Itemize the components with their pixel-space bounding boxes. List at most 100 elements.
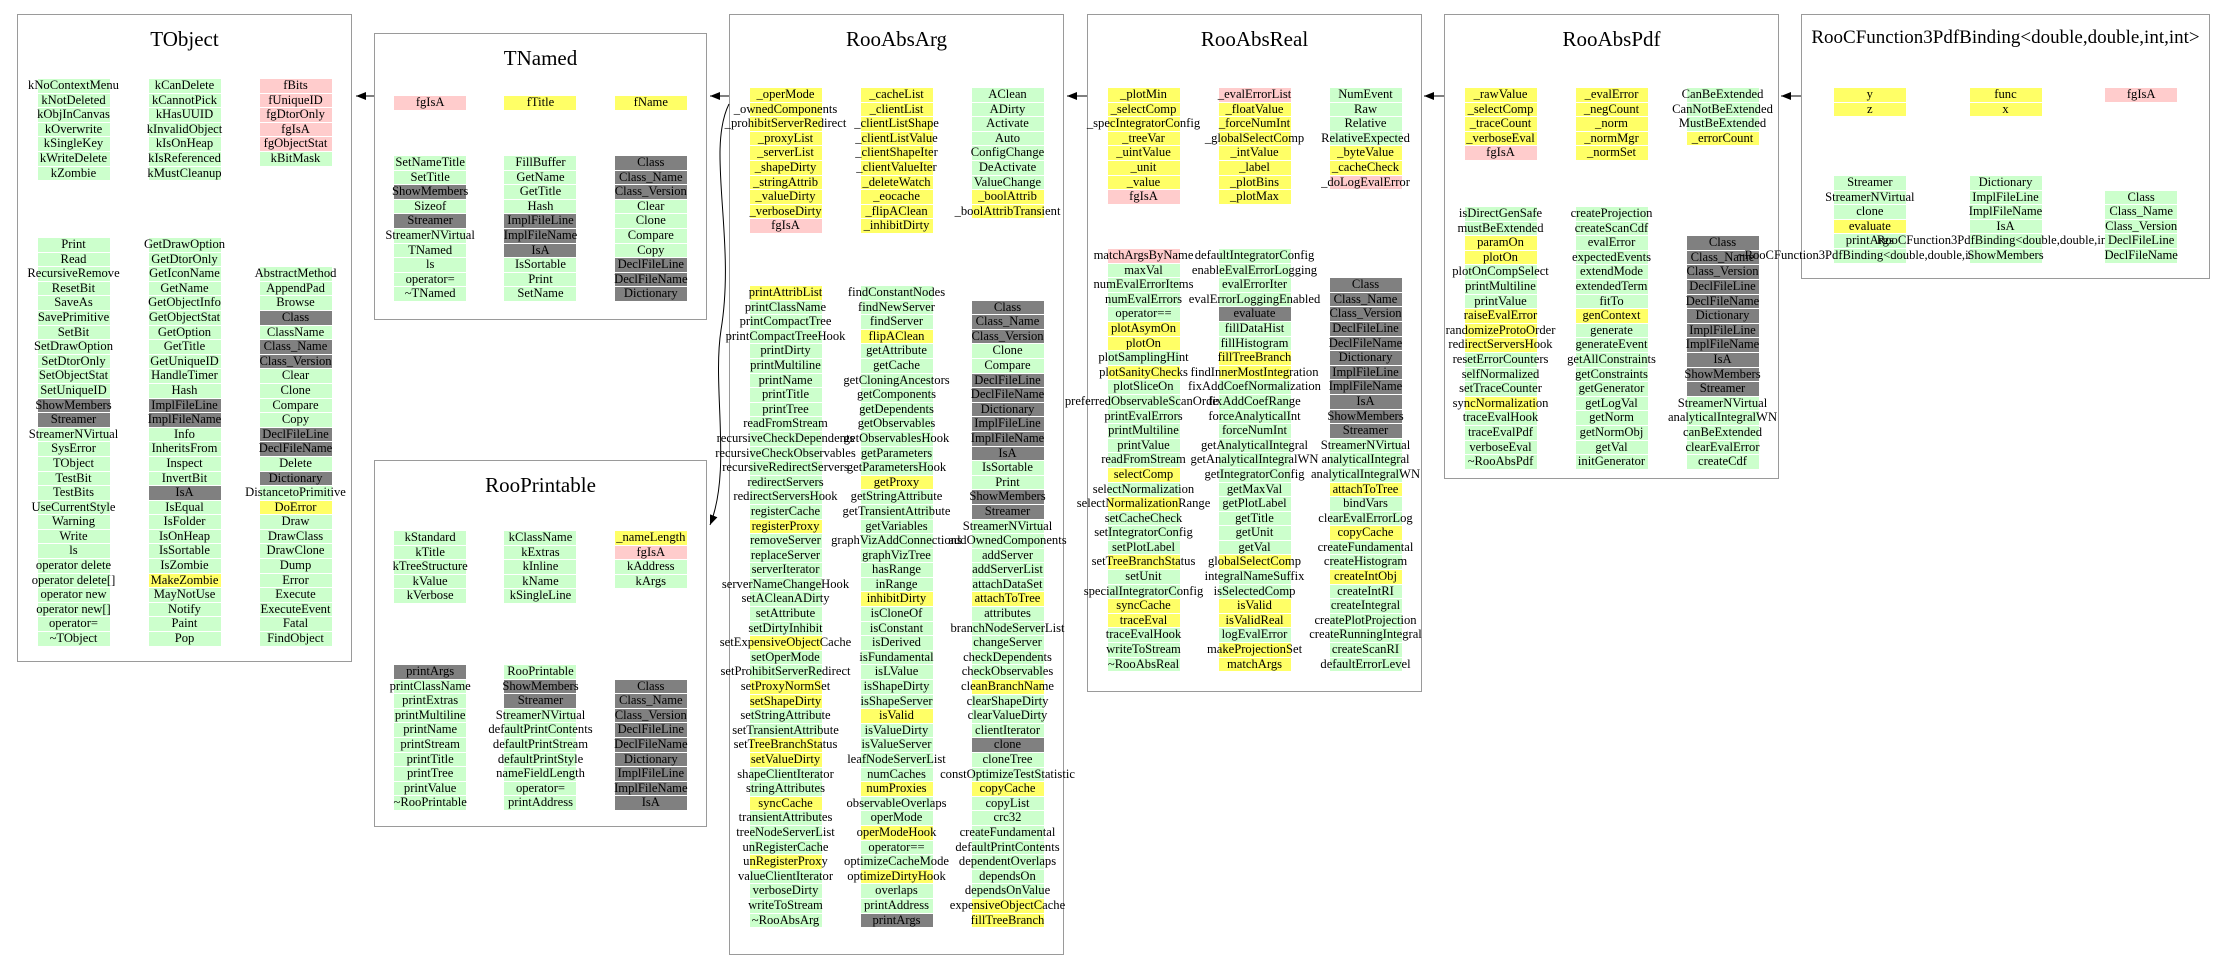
member-cell-RooAbsArg[interactable]: ValueChange bbox=[971, 175, 1044, 190]
member-cell-TObject[interactable]: fBits bbox=[259, 78, 332, 93]
member-cell-RooAbsReal[interactable]: createFundamental bbox=[1317, 539, 1414, 555]
member-cell-RooAbsArg[interactable]: isFundamental bbox=[859, 649, 934, 665]
member-cell-RooAbsReal[interactable]: getAnalyticalIntegralWN bbox=[1190, 452, 1319, 467]
class-title-TObject[interactable]: TObject bbox=[150, 27, 219, 51]
member-cell-RooPrintable[interactable]: DeclFileLine bbox=[614, 723, 687, 737]
member-cell-RooAbsArg[interactable]: dependsOnValue bbox=[964, 883, 1051, 898]
member-cell-RooAbsPdf[interactable]: getNorm bbox=[1575, 411, 1648, 425]
member-cell-RooPrintable[interactable]: IsA bbox=[614, 796, 687, 810]
member-cell-RooAbsReal[interactable]: forceAnalyticalInt bbox=[1208, 408, 1301, 424]
member-cell-TObject[interactable]: Error bbox=[259, 573, 332, 588]
member-cell-RooAbsReal[interactable]: _uintValue bbox=[1107, 146, 1180, 160]
member-cell-RooAbsArg[interactable]: IsSortable bbox=[971, 461, 1044, 475]
member-cell-RooAbsPdf[interactable]: _norm bbox=[1575, 117, 1648, 131]
member-cell-RooAbsArg[interactable]: ImplFileLine bbox=[971, 417, 1044, 431]
member-cell-RooAbsReal[interactable]: analyticalIntegral bbox=[1321, 452, 1410, 467]
member-cell-RooAbsReal[interactable]: createScanRI bbox=[1329, 642, 1402, 657]
member-cell-RooCFunction3PdfBinding[interactable]: StreamerNVirtual bbox=[1825, 189, 1915, 205]
member-cell-TObject[interactable]: InvertBit bbox=[148, 471, 221, 486]
member-cell-RooAbsReal[interactable]: isSelectedComp bbox=[1213, 583, 1296, 599]
member-cell-TNamed[interactable]: operator= bbox=[394, 272, 467, 287]
member-cell-TObject[interactable]: kHasUUID bbox=[148, 108, 221, 122]
member-cell-TObject[interactable]: fUniqueID bbox=[259, 93, 332, 108]
member-cell-RooAbsArg[interactable]: shapeClientIterator bbox=[737, 766, 834, 782]
member-cell-RooCFunction3PdfBinding[interactable]: clone bbox=[1833, 205, 1906, 219]
member-cell-RooAbsReal[interactable]: setCacheCheck bbox=[1104, 510, 1183, 526]
member-cell-RooAbsArg[interactable]: Streamer bbox=[971, 504, 1044, 519]
member-cell-RooAbsReal[interactable]: traceEvalHook bbox=[1105, 627, 1182, 643]
member-cell-RooAbsArg[interactable]: cloneTree bbox=[971, 752, 1044, 767]
member-cell-RooAbsReal[interactable]: createRunningIntegral bbox=[1309, 627, 1422, 643]
member-cell-RooAbsReal[interactable]: fillDataHist bbox=[1218, 321, 1291, 336]
member-cell-RooPrintable[interactable]: printMultiline bbox=[394, 707, 467, 723]
member-cell-RooPrintable[interactable]: kAddress bbox=[614, 560, 687, 574]
member-cell-TObject[interactable]: kWriteDelete bbox=[37, 151, 110, 166]
member-cell-TNamed[interactable]: Class_Name bbox=[614, 170, 687, 185]
member-cell-RooAbsPdf[interactable]: _verboseEval bbox=[1464, 130, 1537, 146]
member-cell-TObject[interactable]: Notify bbox=[148, 602, 221, 617]
member-cell-RooAbsReal[interactable]: enableEvalErrorLogging bbox=[1191, 262, 1318, 278]
member-cell-RooAbsArg[interactable]: findConstantNodes bbox=[847, 285, 946, 300]
member-cell-TNamed[interactable]: SetTitle bbox=[394, 170, 467, 185]
member-cell-RooPrintable[interactable]: printTitle bbox=[394, 752, 467, 767]
member-cell-RooAbsArg[interactable]: writeToStream bbox=[748, 897, 823, 913]
member-cell-RooAbsReal[interactable]: isValid bbox=[1218, 599, 1291, 613]
member-cell-RooAbsArg[interactable]: IsA bbox=[971, 446, 1044, 461]
member-cell-RooAbsPdf[interactable]: extendMode bbox=[1575, 265, 1648, 279]
member-cell-TObject[interactable]: Dictionary bbox=[259, 471, 332, 486]
member-cell-RooAbsReal[interactable]: printEvalErrors bbox=[1104, 408, 1183, 424]
member-cell-RooAbsArg[interactable]: setShapeDirty bbox=[749, 693, 822, 709]
member-cell-RooPrintable[interactable]: printTree bbox=[394, 767, 467, 781]
member-cell-RooAbsPdf[interactable]: getNormObj bbox=[1575, 425, 1648, 440]
member-cell-RooAbsReal[interactable]: evalErrorLoggingEnabled bbox=[1188, 291, 1321, 307]
member-cell-RooAbsPdf[interactable]: createScanCdf bbox=[1574, 220, 1649, 236]
member-cell-RooAbsArg[interactable]: registerProxy bbox=[749, 519, 822, 534]
member-cell-RooAbsReal[interactable]: createIntegral bbox=[1329, 598, 1402, 613]
member-cell-TNamed[interactable]: Clear bbox=[614, 199, 687, 214]
member-cell-RooAbsReal[interactable]: traceEval bbox=[1107, 613, 1180, 628]
member-cell-TNamed[interactable]: ls bbox=[394, 258, 467, 272]
member-cell-RooAbsArg[interactable]: addServer bbox=[971, 548, 1044, 563]
member-cell-RooAbsReal[interactable]: selectNormalizationRange bbox=[1076, 496, 1211, 511]
member-cell-TObject[interactable]: GetDrawOption bbox=[143, 237, 226, 252]
member-cell-RooAbsPdf[interactable]: CanNotBeExtended bbox=[1672, 101, 1773, 117]
member-cell-RooPrintable[interactable]: nameFieldLength bbox=[496, 766, 585, 781]
member-cell-RooAbsArg[interactable]: findServer bbox=[860, 315, 933, 329]
member-cell-RooAbsArg[interactable]: getStringAttribute bbox=[850, 489, 943, 504]
member-cell-TObject[interactable]: Delete bbox=[259, 456, 332, 471]
member-cell-RooAbsArg[interactable]: Dictionary bbox=[971, 402, 1044, 417]
member-cell-RooAbsArg[interactable]: _proxyList bbox=[749, 131, 822, 146]
member-cell-TObject[interactable]: InheritsFrom bbox=[148, 442, 221, 456]
member-cell-RooAbsArg[interactable]: checkDependents bbox=[963, 649, 1052, 665]
member-cell-TObject[interactable]: ResetBit bbox=[37, 281, 110, 296]
member-cell-TObject[interactable]: kObjInCanvas bbox=[37, 107, 110, 122]
member-cell-RooAbsReal[interactable]: getTitle bbox=[1218, 511, 1291, 526]
member-cell-RooAbsReal[interactable]: StreamerNVirtual bbox=[1320, 437, 1411, 453]
member-cell-RooAbsReal[interactable]: getIntegratorConfig bbox=[1204, 466, 1305, 482]
member-cell-RooAbsArg[interactable]: getVariables bbox=[860, 519, 933, 534]
member-cell-RooAbsReal[interactable]: Raw bbox=[1329, 102, 1402, 117]
member-cell-RooAbsReal[interactable]: fixAddCoefNormalization bbox=[1188, 379, 1321, 394]
member-cell-RooAbsArg[interactable]: getCloningAncestors bbox=[843, 372, 950, 388]
member-cell-RooAbsArg[interactable]: Clone bbox=[971, 344, 1044, 358]
member-cell-TObject[interactable]: SavePrimitive bbox=[37, 309, 110, 325]
member-cell-TNamed[interactable]: Clone bbox=[614, 214, 687, 228]
member-cell-TNamed[interactable]: ShowMembers bbox=[392, 184, 469, 199]
member-cell-RooAbsPdf[interactable]: createCdf bbox=[1686, 454, 1759, 469]
member-cell-TNamed[interactable]: Hash bbox=[504, 199, 577, 214]
member-cell-TObject[interactable]: DeclFileName bbox=[258, 441, 333, 456]
member-cell-TObject[interactable]: kZombie bbox=[37, 166, 110, 181]
member-cell-RooAbsArg[interactable]: serverNameChangeHook bbox=[721, 576, 850, 592]
member-cell-TObject[interactable]: IsOnHeap bbox=[148, 529, 221, 544]
member-cell-RooAbsPdf[interactable]: printMultiline bbox=[1464, 278, 1537, 294]
member-cell-RooAbsPdf[interactable]: createProjection bbox=[1570, 206, 1653, 221]
member-cell-RooAbsArg[interactable]: verboseDirty bbox=[749, 884, 822, 898]
member-cell-RooAbsArg[interactable]: optimizeDirtyHook bbox=[847, 868, 946, 884]
member-cell-RooAbsArg[interactable]: fillTreeBranch bbox=[970, 912, 1045, 928]
member-cell-RooAbsArg[interactable]: _flipAClean bbox=[860, 204, 933, 219]
member-cell-RooAbsReal[interactable]: _intValue bbox=[1218, 146, 1291, 160]
member-cell-RooAbsPdf[interactable]: getLogVal bbox=[1575, 396, 1648, 411]
member-cell-RooAbsReal[interactable]: getMaxVal bbox=[1218, 482, 1291, 497]
member-cell-RooPrintable[interactable]: Class_Version bbox=[614, 707, 687, 723]
member-cell-TNamed[interactable]: TNamed bbox=[394, 243, 467, 258]
